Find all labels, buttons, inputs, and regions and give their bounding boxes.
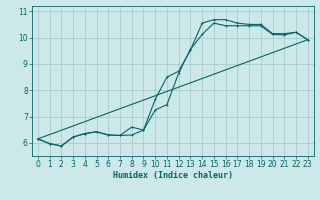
X-axis label: Humidex (Indice chaleur): Humidex (Indice chaleur) [113,171,233,180]
